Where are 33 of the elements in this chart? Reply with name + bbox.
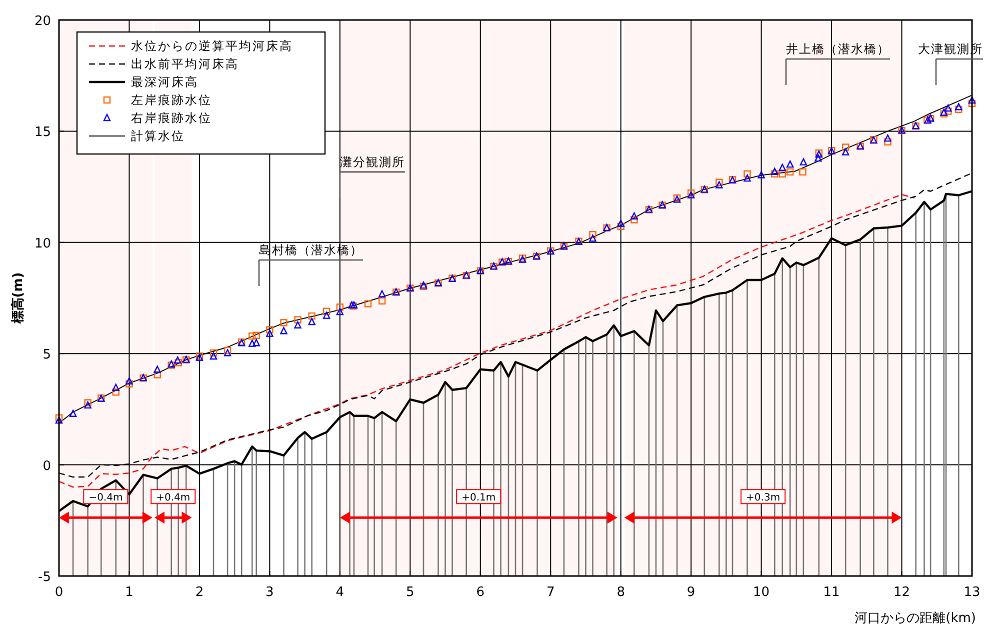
legend-label: 出水前平均河床高 <box>131 57 239 71</box>
y-tick-label: 15 <box>34 125 51 140</box>
legend-label: 計算水位 <box>131 129 185 143</box>
legend-label: 右岸痕跡水位 <box>131 111 212 125</box>
legend-label: 最深河床高 <box>131 75 198 89</box>
x-axis-title: 河口からの距離(km) <box>854 611 976 626</box>
x-tick-label: 3 <box>266 585 274 600</box>
x-tick-label: 2 <box>195 585 204 600</box>
legend-label: 水位からの逆算平均河床高 <box>131 39 293 53</box>
x-tick-label: 1 <box>125 585 134 600</box>
x-tick-label: 13 <box>964 585 980 600</box>
y-tick-label: -5 <box>38 570 51 585</box>
y-tick-label: 0 <box>42 458 51 474</box>
x-tick-label: 0 <box>54 585 64 600</box>
y-tick-label: 10 <box>34 236 51 252</box>
band-label: +0.3m <box>746 492 780 504</box>
x-tick-label: 11 <box>823 585 840 600</box>
y-axis-title: 標高(m) <box>10 272 26 325</box>
x-tick-label: 10 <box>753 585 770 600</box>
band-label: −0.4m <box>88 492 123 504</box>
band-label: +0.1m <box>462 492 496 504</box>
x-tick-label: 4 <box>336 585 344 600</box>
x-tick-label: 7 <box>546 585 555 600</box>
band-label: +0.4m <box>156 492 190 504</box>
y-tick-label: 5 <box>42 348 51 363</box>
x-tick-label: 5 <box>406 585 414 600</box>
x-tick-label: 9 <box>686 585 696 600</box>
legend-label: 左岸痕跡水位 <box>131 93 212 107</box>
x-tick-label: 12 <box>893 585 910 600</box>
y-tick-label: 20 <box>34 14 51 29</box>
x-tick-label: 6 <box>476 585 485 600</box>
x-tick-label: 8 <box>616 585 625 600</box>
annotation: 井上橋（潜水橋） <box>786 42 890 56</box>
